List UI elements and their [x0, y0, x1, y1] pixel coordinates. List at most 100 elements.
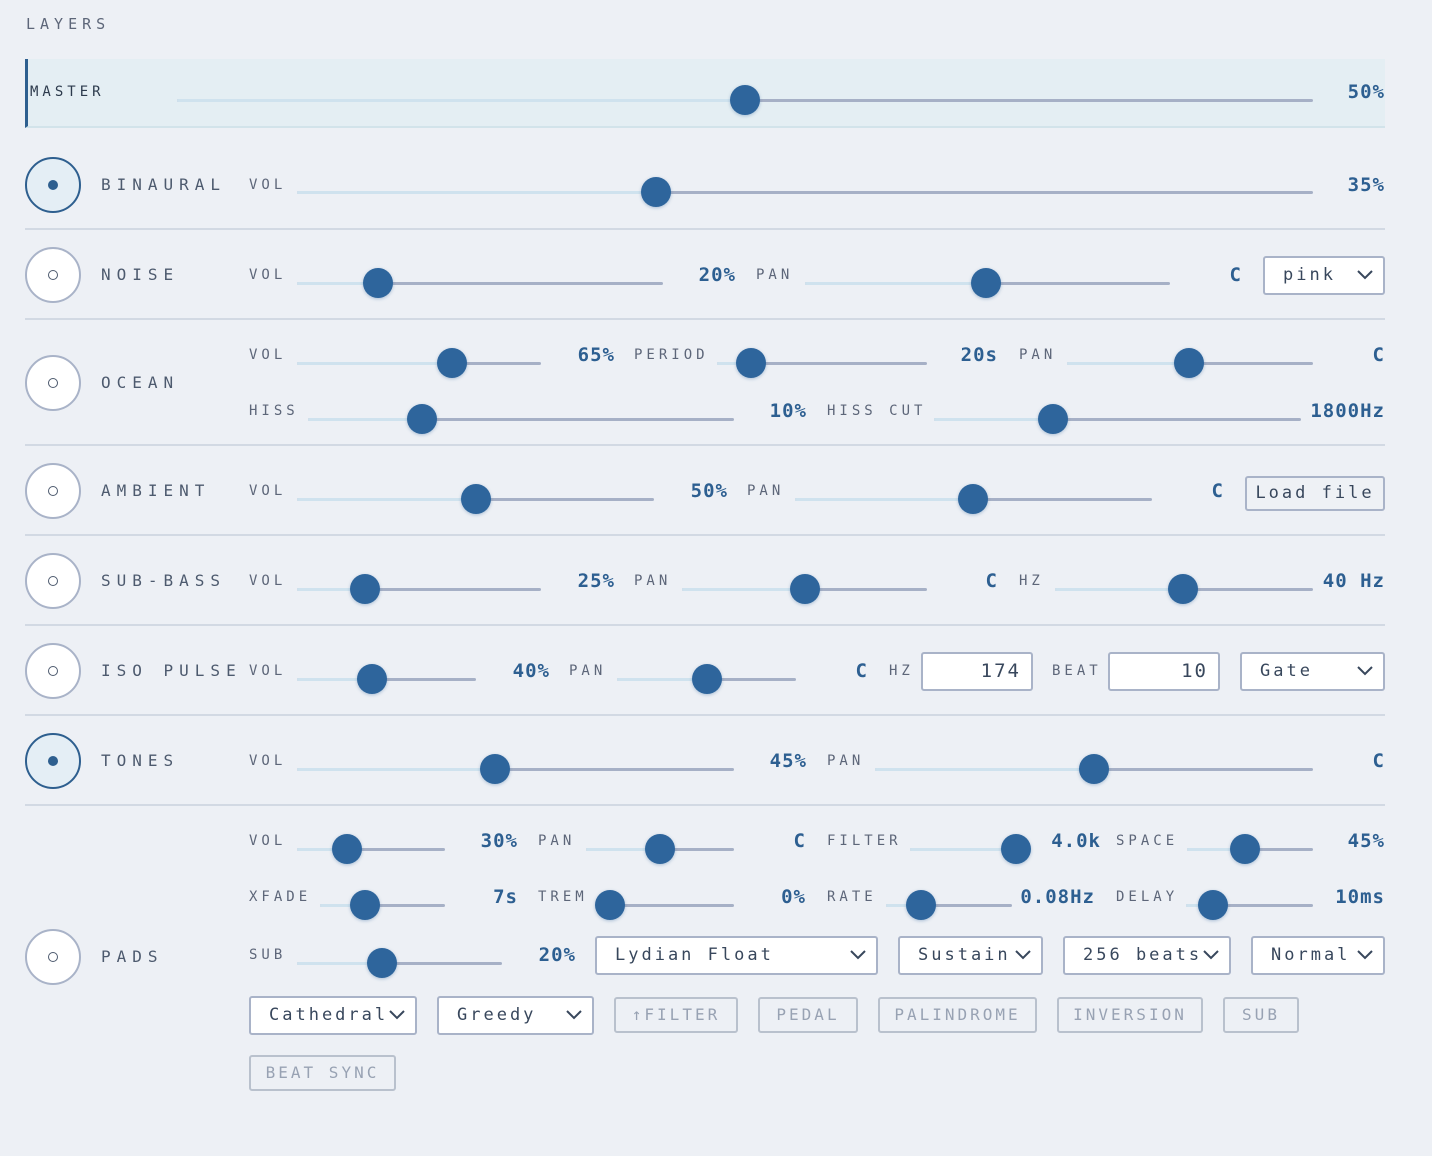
control-value: C — [1372, 344, 1385, 366]
slider[interactable] — [297, 268, 663, 298]
control-label: PERIOD — [634, 347, 709, 363]
layer-toggle[interactable] — [25, 553, 81, 609]
select-text: Cathedral — [269, 1005, 389, 1025]
layer-toggle[interactable] — [25, 355, 81, 411]
layer-toggle[interactable] — [25, 463, 81, 519]
control-label: PAN — [747, 483, 785, 499]
select-text: Normal — [1271, 945, 1351, 965]
chevron — [1015, 950, 1031, 960]
select[interactable]: Normal — [1251, 936, 1385, 975]
control-value: 35% — [1347, 174, 1385, 196]
layer-toggle[interactable] — [25, 733, 81, 789]
slider[interactable] — [934, 404, 1301, 434]
control-label: VOL — [249, 483, 287, 499]
chevron — [1357, 270, 1373, 280]
load-button[interactable]: Load file — [1245, 476, 1385, 511]
select[interactable]: pink — [1263, 256, 1385, 295]
select[interactable]: Sustain — [898, 936, 1043, 975]
slider[interactable] — [297, 574, 541, 604]
control-label: PAN — [756, 267, 794, 283]
select[interactable]: Lydian Float — [595, 936, 878, 975]
toggle-button[interactable]: INVERSION — [1057, 997, 1203, 1033]
master-row — [25, 59, 1385, 128]
select-text: pink — [1283, 265, 1336, 285]
control-label: PAN — [569, 663, 607, 679]
slider[interactable] — [586, 834, 734, 864]
control-label: VOL — [249, 267, 287, 283]
control-value: 45% — [1347, 830, 1385, 852]
select[interactable]: Greedy — [437, 996, 594, 1035]
control-label: PAN — [634, 573, 672, 589]
slider[interactable] — [320, 890, 445, 920]
control-value: 30% — [480, 830, 518, 852]
slider[interactable] — [297, 754, 734, 784]
control-label: PAN — [538, 833, 576, 849]
toggle-button[interactable]: SUB — [1223, 997, 1299, 1033]
separator — [25, 444, 1385, 446]
control-value: 25% — [577, 570, 615, 592]
separator — [25, 228, 1385, 230]
control-value: 0.08Hz — [1020, 886, 1095, 908]
toggle-button[interactable]: PALINDROME — [878, 997, 1037, 1033]
chevron — [1203, 950, 1219, 960]
slider[interactable] — [1067, 348, 1313, 378]
control-label: PAN — [827, 753, 865, 769]
control-value: 4.0k — [1051, 830, 1101, 852]
slider[interactable] — [805, 268, 1170, 298]
layer-toggle[interactable] — [25, 247, 81, 303]
master-slider[interactable] — [177, 85, 1313, 115]
slider[interactable] — [617, 664, 796, 694]
control-label: BEAT — [1052, 663, 1102, 679]
slider[interactable] — [297, 948, 502, 978]
slider[interactable] — [297, 664, 476, 694]
select-text: Greedy — [457, 1005, 537, 1025]
control-value: 45% — [769, 750, 807, 772]
slider[interactable] — [594, 890, 734, 920]
master-label: MASTER — [30, 84, 105, 100]
slider[interactable] — [717, 348, 927, 378]
select[interactable]: Cathedral — [249, 996, 417, 1035]
chevron — [389, 1010, 405, 1020]
control-label: DELAY — [1116, 889, 1179, 905]
control-label: HZ — [889, 663, 914, 679]
slider[interactable] — [1186, 890, 1313, 920]
slider[interactable] — [297, 484, 654, 514]
layer-name: ISO PULSE — [101, 661, 242, 680]
layer-toggle[interactable] — [25, 929, 81, 985]
toggle-button[interactable]: ↑FILTER — [614, 997, 738, 1033]
number-input[interactable]: 174 — [921, 652, 1033, 691]
control-label: VOL — [249, 833, 287, 849]
slider[interactable] — [1055, 574, 1313, 604]
slider[interactable] — [297, 348, 541, 378]
slider[interactable] — [910, 834, 1031, 864]
chevron — [850, 950, 866, 960]
control-label: HISS — [249, 403, 299, 419]
layer-name: PADS — [101, 947, 164, 966]
select[interactable]: 256 beats — [1063, 936, 1231, 975]
control-value: 20% — [538, 944, 576, 966]
control-label: VOL — [249, 573, 287, 589]
layer-toggle[interactable] — [25, 643, 81, 699]
slider[interactable] — [886, 890, 1012, 920]
select-text: Lydian Float — [615, 945, 774, 965]
layer-name: SUB-BASS — [101, 571, 227, 590]
slider[interactable] — [1187, 834, 1313, 864]
slider[interactable] — [297, 834, 445, 864]
control-label: HISS CUT — [827, 403, 927, 419]
slider[interactable] — [308, 404, 734, 434]
number-input[interactable]: 10 — [1108, 652, 1220, 691]
slider[interactable] — [795, 484, 1152, 514]
select[interactable]: Gate — [1240, 652, 1385, 691]
control-label: VOL — [249, 177, 287, 193]
toggle-button[interactable]: PEDAL — [758, 997, 858, 1033]
control-value: C — [855, 660, 868, 682]
separator — [25, 318, 1385, 320]
slider[interactable] — [875, 754, 1313, 784]
control-label: SPACE — [1116, 833, 1179, 849]
toggle-button[interactable]: BEAT SYNC — [249, 1055, 396, 1091]
control-value: 40 Hz — [1322, 570, 1385, 592]
slider[interactable] — [682, 574, 927, 604]
slider[interactable] — [297, 177, 1313, 207]
layer-toggle[interactable] — [25, 157, 81, 213]
